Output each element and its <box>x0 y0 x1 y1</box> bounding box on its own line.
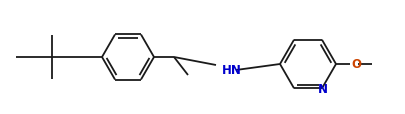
Text: HN: HN <box>222 64 242 77</box>
Text: O: O <box>351 58 361 71</box>
Text: N: N <box>318 82 328 95</box>
